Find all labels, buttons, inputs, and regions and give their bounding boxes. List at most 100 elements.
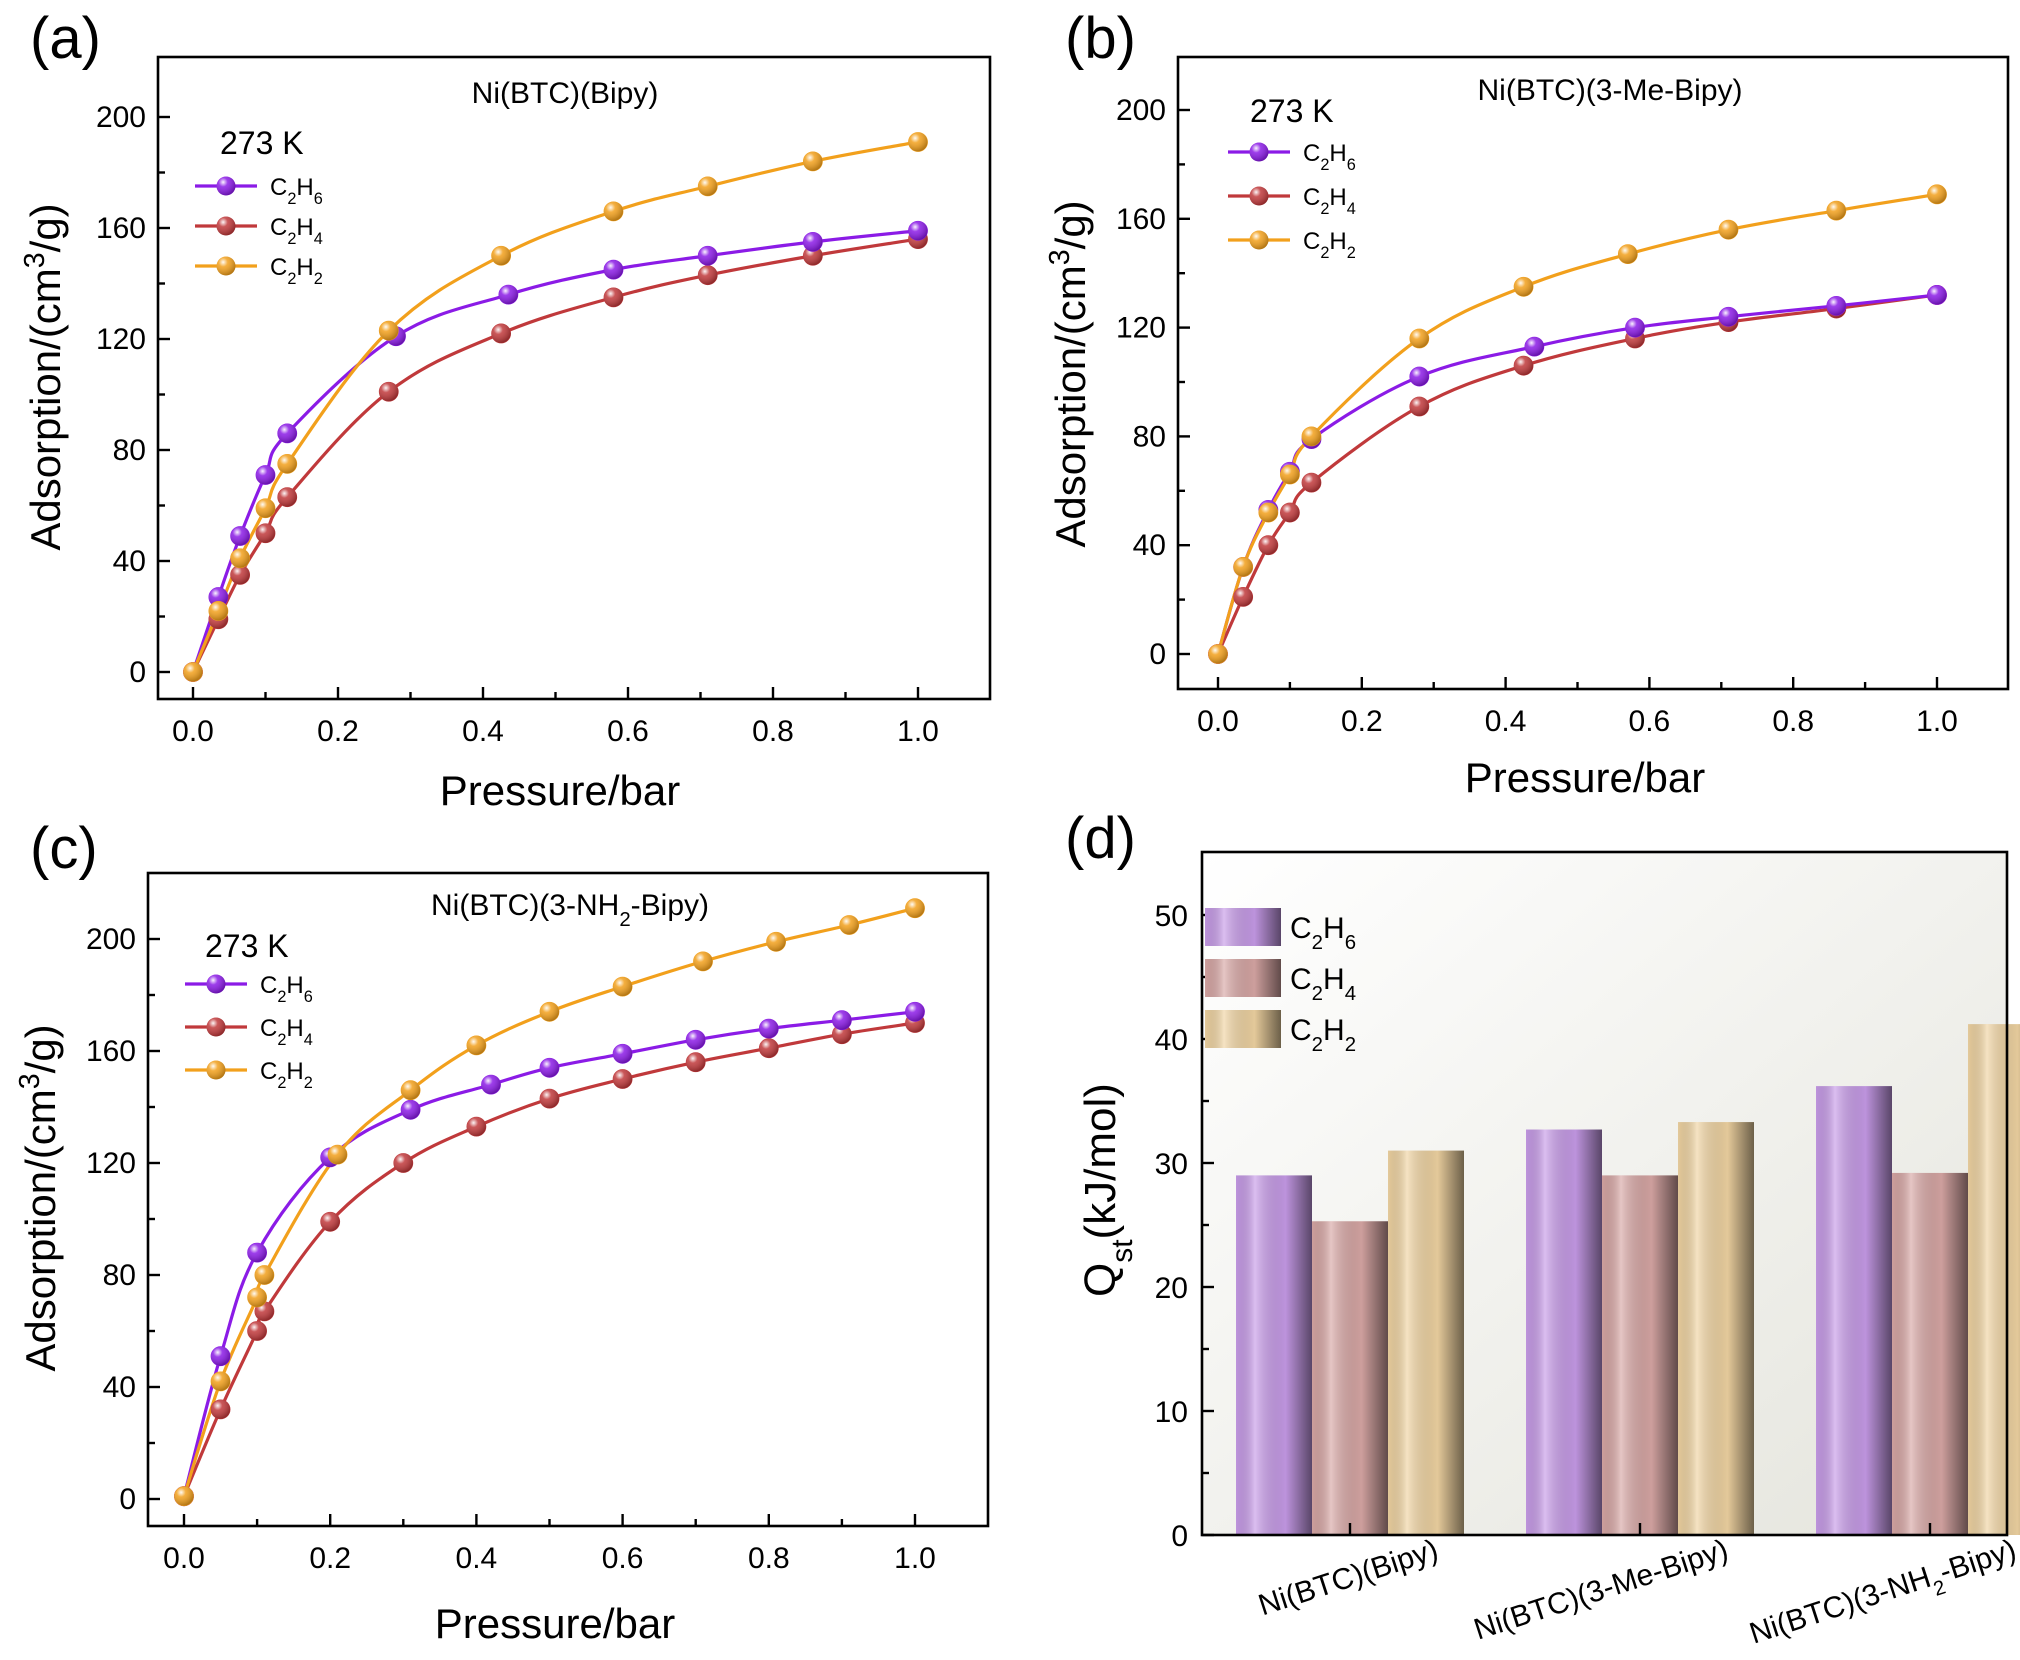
- x-tick-label: 0.6: [602, 1542, 644, 1575]
- x-tick-label: 1.0: [897, 715, 939, 748]
- data-point-c2h6: [832, 1010, 852, 1031]
- category-label-d-3: Ni(BTC)(3-NH2-Bipy): [1746, 1533, 2020, 1659]
- legend-label-c2h4: C2H4: [260, 1015, 313, 1049]
- series-line-c2h6: [191, 229, 919, 673]
- y-tick-label: 0: [129, 656, 146, 689]
- series-line-c2h4: [191, 237, 919, 673]
- x-tick-label: 0.4: [462, 715, 504, 748]
- data-point-c2h6: [539, 1057, 560, 1078]
- data-point-c2h2: [802, 151, 823, 172]
- data-point-c2h4: [1513, 355, 1534, 376]
- y-tick-label: 30: [1155, 1148, 1188, 1181]
- y-tick-label: 80: [103, 1259, 136, 1292]
- data-point-c2h2: [1617, 244, 1638, 265]
- bar-c2h2: [1388, 1150, 1464, 1535]
- data-point-c2h4: [1233, 586, 1254, 607]
- x-tick-label: 0.0: [1197, 705, 1239, 738]
- data-point-c2h4: [1409, 396, 1430, 417]
- legend-swatch-c2h2: [1205, 1010, 1281, 1048]
- data-point-c2h4: [466, 1116, 487, 1137]
- data-point-c2h6: [685, 1029, 706, 1050]
- data-point-c2h4: [832, 1024, 852, 1045]
- data-point-c2h4: [491, 323, 512, 344]
- data-point-c2h6: [255, 465, 276, 485]
- data-point-c2h2: [208, 601, 229, 621]
- data-point-c2h2: [327, 1144, 348, 1165]
- data-point-c2h4: [1258, 535, 1279, 556]
- data-point-c2h4: [685, 1052, 706, 1073]
- y-tick-label: 200: [86, 923, 136, 956]
- y-tick-label: 50: [1155, 900, 1188, 933]
- y-ticks-b: 0 40 80 120 160 200: [1116, 94, 1190, 671]
- data-point-c2h2: [693, 951, 713, 972]
- legend-label-c2h2: C2H2: [260, 1058, 313, 1092]
- x-ticks-c: 0.0 0.2 0.4 0.6 0.8 1.0: [163, 1514, 936, 1575]
- panel-d: (d) 0 10 20 30 40 50 Qst(kJ/mol) Ni(BTC)(Bipy…: [1065, 806, 2020, 1659]
- data-point-c2h2: [1258, 502, 1279, 523]
- data-point-c2h6: [603, 259, 624, 280]
- data-point-c2h2: [612, 976, 633, 997]
- data-point-c2h6: [758, 1018, 779, 1039]
- legend-marker-c2h4: [216, 216, 236, 236]
- y-tick-label: 0: [1149, 638, 1166, 671]
- data-point-c2h2: [908, 132, 928, 152]
- data-point-c2h4: [378, 381, 399, 402]
- legend-label-c2h4: C2H4: [1290, 963, 1356, 1005]
- plot-frame-d: [1200, 850, 2009, 1537]
- data-point-c2h2: [1718, 219, 1739, 240]
- data-point-c2h2: [491, 245, 512, 266]
- y-tick-label: 160: [1116, 203, 1166, 236]
- legend-label-c2h2: C2H2: [1290, 1014, 1356, 1056]
- x-tick-label: 0.2: [317, 715, 359, 748]
- temperature-label-a: 273 K: [220, 125, 304, 161]
- data-point-c2h6: [1826, 295, 1847, 316]
- y-tick-label: 200: [96, 101, 146, 134]
- data-point-c2h4: [758, 1038, 779, 1059]
- data-point-c2h4: [539, 1088, 560, 1109]
- panel-letter-c: (c): [30, 816, 98, 881]
- data-point-c2h6: [612, 1043, 633, 1064]
- data-point-c2h6: [230, 526, 251, 546]
- series-layer-c: [174, 898, 925, 1507]
- bars-layer-d: [1236, 1024, 2020, 1535]
- legend-d: C2H6 C2H4 C2H2: [1205, 908, 1356, 1056]
- legend-label-c2h2: C2H2: [1303, 228, 1356, 262]
- data-point-c2h6: [247, 1242, 268, 1263]
- plot-frame-c: [146, 871, 990, 1528]
- series-line-c2h2: [1216, 192, 1938, 655]
- data-point-c2h2: [1301, 426, 1322, 447]
- legend-marker-c2h2: [1249, 230, 1269, 250]
- data-point-c2h4: [393, 1153, 414, 1173]
- data-point-c2h2: [539, 1001, 560, 1022]
- x-axis-title-a: Pressure/bar: [440, 767, 680, 814]
- y-tick-label: 40: [113, 545, 146, 578]
- data-point-c2h4: [697, 265, 718, 286]
- y-tick-label: 10: [1155, 1396, 1188, 1429]
- y-tick-label: 160: [86, 1035, 136, 1068]
- data-point-c2h2: [230, 548, 251, 569]
- legend-swatch-c2h6: [1205, 908, 1281, 946]
- x-tick-label: 0.6: [1629, 705, 1671, 738]
- legend-label-c2h6: C2H6: [260, 972, 313, 1006]
- panel-letter-a: (a): [30, 6, 101, 71]
- x-tick-label: 1.0: [894, 1542, 936, 1575]
- x-axis-title-c: Pressure/bar: [435, 1600, 675, 1647]
- legend-label-c2h6: C2H6: [270, 174, 323, 208]
- data-point-c2h4: [247, 1321, 268, 1341]
- x-tick-label: 0.6: [607, 715, 649, 748]
- panel-c: (c) Ni(BTC)(3-NH2-Bipy) 273 K 0.0 0.2 0.4 0…: [14, 816, 990, 1647]
- data-point-c2h2: [1409, 328, 1430, 349]
- data-point-c2h6: [697, 245, 718, 266]
- legend-a: C2H6 C2H4 C2H2: [195, 174, 323, 288]
- y-axis-title-b: Adsorption/(cm3/g): [1044, 200, 1094, 547]
- y-tick-label: 80: [1133, 420, 1166, 453]
- y-ticks-d: 0 10 20 30 40 50: [1155, 900, 1214, 1553]
- data-point-c2h2: [210, 1371, 231, 1392]
- x-ticks-b: 0.0 0.2 0.4 0.6 0.8 1.0: [1197, 677, 1958, 738]
- legend-label-c2h6: C2H6: [1303, 140, 1356, 174]
- y-tick-label: 40: [103, 1371, 136, 1404]
- data-point-c2h4: [277, 487, 298, 508]
- x-tick-label: 0.8: [752, 715, 794, 748]
- data-point-c2h6: [1625, 317, 1645, 338]
